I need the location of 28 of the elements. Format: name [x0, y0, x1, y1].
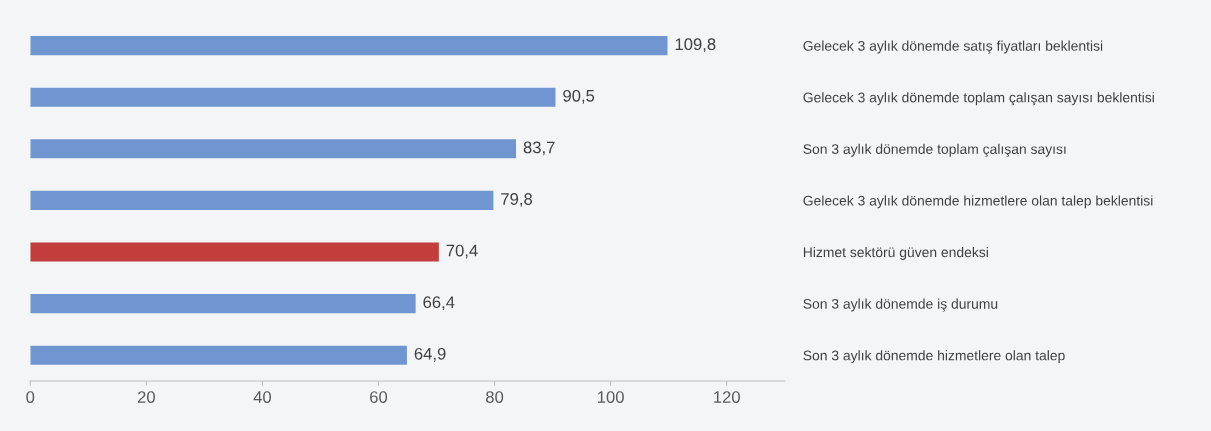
x-tick-label: 0 — [26, 391, 35, 403]
x-tick-label: 100 — [597, 391, 624, 403]
y-tick-label: Son 3 aylık dönemde iş durumu — [803, 298, 998, 312]
data-label: 70,4 — [446, 244, 478, 259]
bar — [30, 190, 494, 210]
data-label: 83,7 — [523, 141, 555, 156]
data-label: 66,4 — [423, 296, 455, 311]
bar — [30, 345, 407, 365]
data-label: 90,5 — [563, 89, 595, 104]
y-tick-label: Gelecek 3 aylık dönemde hizmetlere olan talep beklentisi — [803, 195, 1153, 209]
bar — [30, 242, 439, 262]
x-tick-label: 60 — [370, 391, 388, 403]
data-label: 109,8 — [675, 38, 716, 53]
y-tick-label: Hizmet sektörü güven endeksi — [803, 246, 988, 260]
data-label: 79,8 — [501, 193, 533, 207]
x-tick-label: 80 — [486, 391, 504, 403]
x-tick-label: 40 — [253, 391, 272, 403]
x-tick-label: 120 — [714, 391, 740, 403]
bar — [30, 139, 517, 159]
y-tick-label: Gelecek 3 aylık dönemde toplam çalışan sayısı beklentisi — [803, 92, 1154, 106]
bar — [30, 36, 668, 56]
data-label: 64,9 — [414, 347, 446, 362]
y-tick-label: Gelecek 3 aylık dönemde satış fiyatları beklentisi — [803, 40, 1103, 54]
bar — [30, 294, 416, 314]
bar — [30, 87, 556, 107]
x-tick-label: 20 — [137, 391, 155, 403]
y-tick-label: Son 3 aylık dönemde toplam çalışan sayısı — [803, 143, 1066, 157]
y-tick-label: Son 3 aylık dönemde hizmetlere olan talep — [803, 350, 1065, 364]
